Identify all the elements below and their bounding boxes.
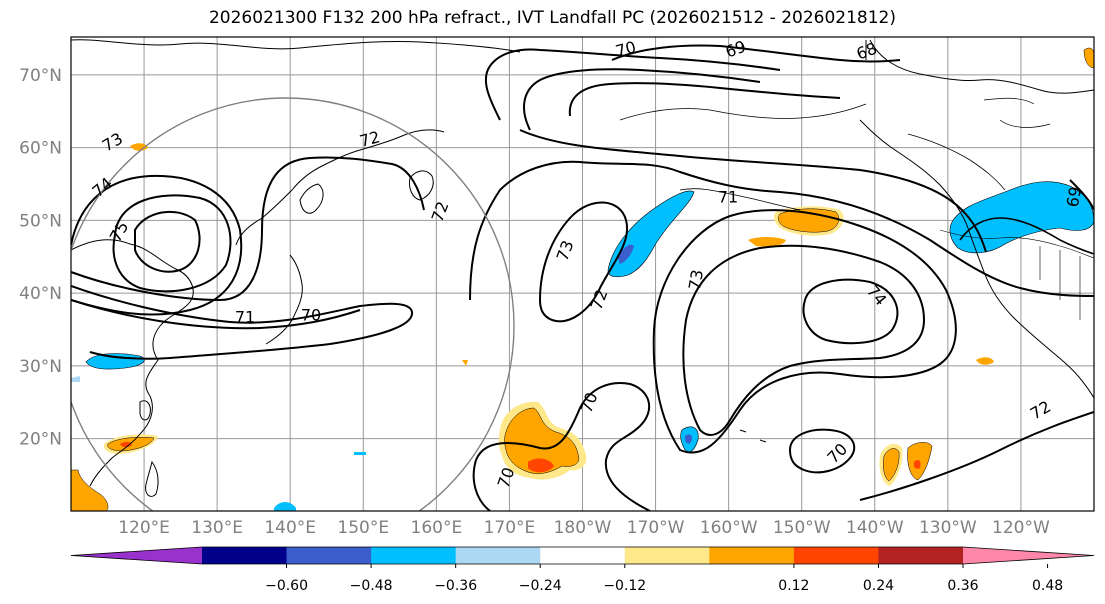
red-patch [913,460,921,469]
longitude-labels: 120°E 130°E 140°E 150°E 160°E 170°E 180°W 170°W… [118,518,1050,538]
shaded-anomalies [71,47,1094,511]
lon-label: 150°E [337,518,389,538]
lat-label: 70°N [19,66,62,86]
colorbar-segment [793,547,879,564]
blue-patch [274,502,296,511]
map-title: 2026021300 F132 200 hPa refract., IVT La… [208,8,896,28]
colorbar-tick-label: 0.36 [947,578,978,594]
orange-patch [130,143,148,151]
lon-label: 170°W [627,518,685,538]
graticule [71,37,1094,511]
red-patch [528,458,554,473]
lon-label: 140°E [264,518,316,538]
colorbar-segment [878,547,964,564]
lon-label: 120°E [118,518,170,538]
lat-label: 50°N [19,211,62,231]
colorbar-tick-label: 0.12 [778,578,809,594]
red-patch [120,441,132,448]
colorbar-extend-low-fill [71,547,202,564]
colorbar-segment [540,547,626,564]
orange-patch [504,407,580,474]
colorbar-segment [371,547,457,564]
blue-patch [949,181,1094,254]
lon-label: 150°W [773,518,831,538]
colorbar-outline [70,546,1095,565]
colorbar-tick-label: −0.60 [265,578,308,594]
blue-patch [71,376,80,382]
colorbar [70,546,1095,565]
colorbar-segment [202,547,288,564]
orange-patch [882,448,900,482]
latitude-labels: 20°N 30°N 40°N 50°N 60°N 70°N [19,66,62,450]
lon-label: 120°W [992,518,1050,538]
blue-patch [85,353,145,370]
blue-patch-core [684,434,693,444]
lat-label: 30°N [19,357,62,377]
contour-label: 71 [235,308,255,327]
contour-label: 71 [718,188,738,207]
map-frame [70,36,1095,512]
lon-label: 130°E [191,518,243,538]
lon-label: 180°W [554,518,612,538]
colorbar-segment [709,547,795,564]
contour-label: 73 [685,268,707,291]
lon-label: 130°W [919,518,977,538]
contour-label: 70 [301,306,321,325]
colorbar-tick-label: −0.36 [434,578,477,594]
blue-patch [354,452,366,455]
orange-patch [976,357,994,365]
colorbar-tick-label: −0.24 [519,578,562,594]
colorbar-tick-label: 0.24 [863,578,894,594]
colorbar-tick-label: −0.48 [350,578,393,594]
lat-label: 20°N [19,430,62,450]
colorbar-tick-label: −0.12 [603,578,646,594]
colorbar-segment [624,547,710,564]
radius-circle [71,97,515,511]
contour-label: 69 [1063,185,1085,208]
lat-label: 40°N [19,284,62,304]
colorbar-segment [286,547,372,564]
orange-patch [1083,47,1094,69]
lon-label: 140°W [846,518,904,538]
colorbar-tick-label: 0.48 [1032,578,1063,594]
blue-patch-core [618,244,634,264]
orange-patch [71,469,109,511]
colorbar-extend-high [963,547,1094,564]
orange-patch [778,208,839,233]
contour-label: 72 [357,127,382,151]
contour-lines [71,44,1094,511]
lon-label: 160°E [411,518,463,538]
orange-patch [462,360,468,366]
colorbar-ticks: −0.60 −0.48 −0.36 −0.24 −0.12 0.12 0.24 0.36 0.4… [265,564,1063,594]
lat-label: 60°N [19,139,62,159]
colorbar-segment [455,547,541,564]
lon-label: 160°W [700,518,758,538]
lon-label: 170°E [484,518,536,538]
contour-label: 70 [613,37,638,61]
orange-patch [748,237,786,247]
